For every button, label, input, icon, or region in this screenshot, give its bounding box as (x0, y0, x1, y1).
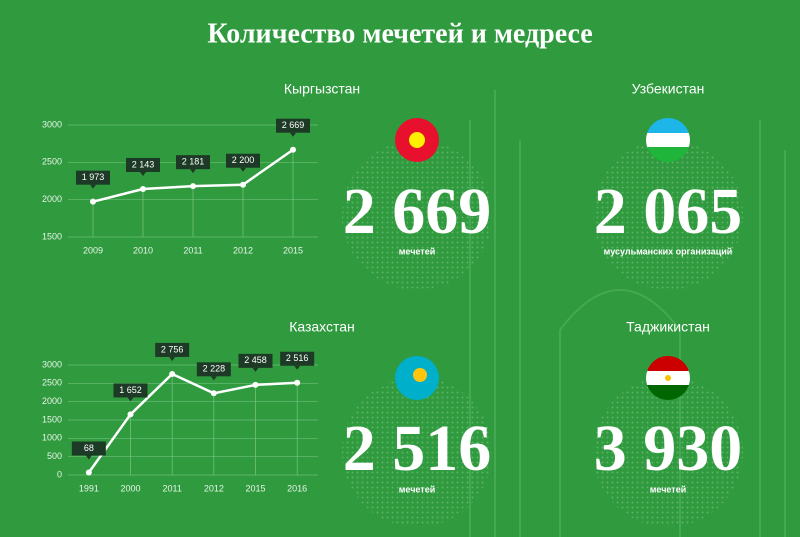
value-label-pointer (140, 171, 146, 176)
point (90, 198, 96, 205)
x-tick-label: 2011 (162, 483, 181, 493)
x-tick-label: 2012 (204, 483, 224, 493)
point (140, 185, 146, 192)
point (85, 469, 92, 476)
value-label-pointer (252, 367, 259, 372)
flag-kg (395, 118, 439, 162)
value-label-box (276, 118, 310, 133)
value-label-pointer (127, 397, 134, 402)
y-tick-label: 2500 (42, 157, 62, 167)
point (169, 370, 176, 377)
value-label: 2 143 (132, 159, 155, 169)
value-label-box (176, 155, 210, 170)
point (290, 146, 296, 153)
y-tick-label: 3000 (42, 119, 62, 129)
big-number: 2 669 (343, 175, 492, 248)
value-label-box (196, 362, 231, 377)
value-label: 1 652 (119, 385, 142, 395)
x-tick-label: 2015 (283, 245, 303, 255)
x-tick-label: 2016 (287, 483, 307, 493)
point (210, 390, 217, 397)
mosque-silhouette (469, 90, 786, 537)
x-tick-label: 2010 (133, 245, 153, 255)
value-label-pointer (90, 184, 96, 189)
value-label-pointer (240, 167, 246, 172)
y-tick-label: 1500 (42, 231, 62, 241)
point (294, 379, 301, 386)
value-label-box (126, 157, 160, 172)
dotted-circle (342, 140, 492, 290)
big-number: 3 930 (594, 412, 743, 485)
value-label-pointer (290, 132, 296, 137)
value-label-box (76, 170, 110, 185)
big-number-unit: мечетей (399, 484, 436, 494)
country-title: Таджикистан (626, 319, 710, 335)
value-label-box (71, 441, 106, 456)
value-label: 2 516 (286, 353, 309, 363)
big-number-unit: мечетей (399, 246, 436, 256)
point (127, 411, 134, 418)
value-label-pointer (210, 376, 217, 381)
value-label-pointer (169, 356, 176, 361)
value-label-box (238, 353, 273, 368)
point (240, 181, 246, 188)
y-tick-label: 1000 (42, 433, 62, 443)
point (252, 381, 259, 388)
value-label: 2 458 (244, 355, 267, 365)
value-label: 2 181 (182, 157, 205, 167)
y-tick-label: 2000 (42, 194, 62, 204)
x-tick-label: 2009 (83, 245, 103, 255)
big-number: 2 516 (343, 412, 492, 485)
big-number: 2 065 (594, 175, 743, 248)
y-tick-label: 500 (47, 451, 62, 461)
value-label-box (280, 351, 315, 366)
chart-title: Кыргызстан (284, 81, 360, 97)
value-label: 68 (84, 443, 94, 453)
y-tick-label: 2500 (42, 378, 62, 388)
value-label-pointer (85, 455, 92, 460)
x-tick-label: 1991 (79, 483, 99, 493)
value-label: 2 228 (203, 364, 226, 374)
country-title: Узбекистан (632, 81, 705, 97)
value-label: 2 200 (232, 155, 255, 165)
y-tick-label: 0 (57, 469, 62, 479)
value-label-box (113, 383, 148, 398)
value-label-box (226, 153, 260, 168)
value-label: 2 756 (161, 344, 184, 354)
value-label: 1 973 (82, 172, 105, 182)
big-number-unit: мечетей (650, 484, 687, 494)
x-tick-label: 2000 (120, 483, 140, 493)
value-label-box (155, 342, 190, 357)
dotted-circle (593, 140, 743, 290)
flag-uz (646, 118, 690, 162)
y-tick-label: 2000 (42, 396, 62, 406)
x-tick-label: 2015 (245, 483, 265, 493)
big-number-unit: мусульманских организаций (604, 246, 733, 256)
flag-tj (646, 356, 690, 400)
point (190, 183, 196, 190)
x-tick-label: 2011 (183, 245, 202, 255)
x-tick-label: 2012 (233, 245, 253, 255)
line (87, 372, 298, 474)
flag-kz (395, 356, 439, 400)
value-label-pointer (190, 169, 196, 174)
dotted-circle (342, 377, 492, 527)
y-tick-label: 1500 (42, 414, 62, 424)
chart-title: Казахстан (289, 319, 355, 335)
y-tick-label: 3000 (42, 359, 62, 369)
dotted-circle (593, 377, 743, 527)
value-label-pointer (294, 365, 301, 370)
page-title: Количество мечетей и медресе (207, 18, 592, 49)
value-label: 2 669 (282, 120, 305, 130)
